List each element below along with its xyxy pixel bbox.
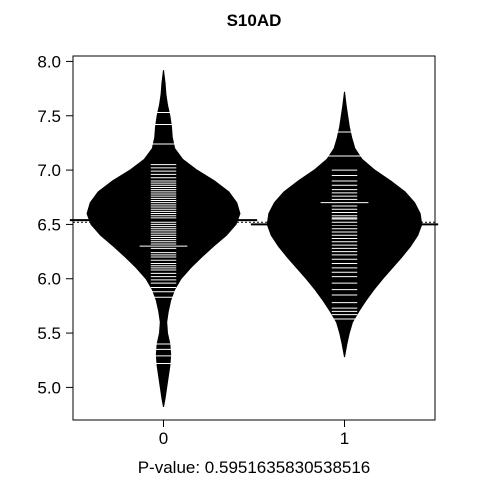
y-tick-label: 6.5 (37, 215, 61, 234)
bean-layer (69, 70, 439, 408)
x-axis-label: P-value: 0.5951635830538516 (138, 458, 371, 477)
y-tick-label: 7.5 (37, 107, 61, 126)
chart-title: S10AD (227, 11, 282, 30)
y-tick-label: 8.0 (37, 52, 61, 71)
y-tick-label: 7.0 (37, 161, 61, 180)
y-tick-label: 5.0 (37, 378, 61, 397)
axes-layer: 5.0 5.5 6.0 6.5 7.0 7.5 8.0 0 1 (37, 52, 436, 448)
bean-0 (69, 70, 258, 408)
bean-1 (250, 91, 439, 358)
y-tick-label: 6.0 (37, 270, 61, 289)
y-tick-label: 5.5 (37, 324, 61, 343)
bean-density-0 (86, 70, 241, 408)
x-tick-label: 1 (340, 429, 349, 448)
plot-frame (72, 55, 436, 421)
x-tick-label: 0 (159, 429, 168, 448)
